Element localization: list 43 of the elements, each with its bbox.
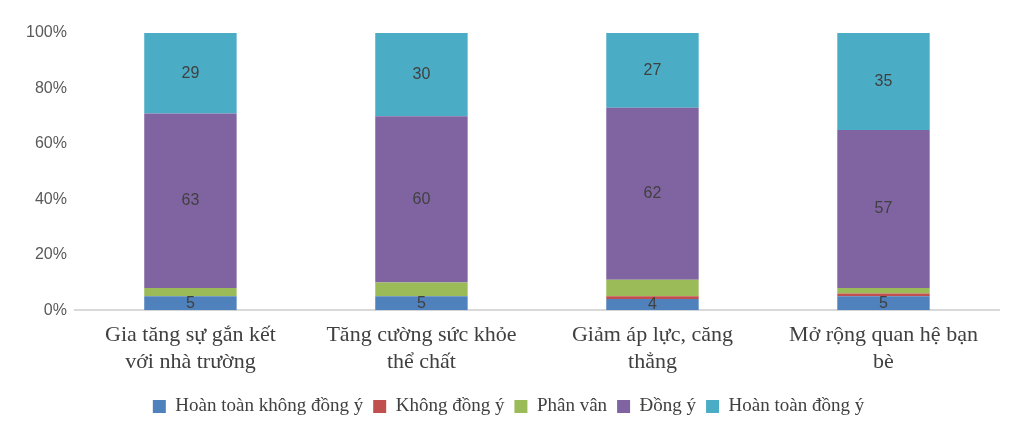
- data-label: 60: [412, 189, 431, 207]
- data-label: 62: [643, 184, 662, 202]
- x-tick-label: Mở rộng quan hệ bạn bè: [789, 321, 978, 373]
- data-label: 4: [648, 295, 658, 313]
- data-label: 35: [874, 71, 893, 89]
- bar: [837, 288, 930, 294]
- legend-label: Hoàn toàn không đồng ý: [175, 394, 364, 416]
- y-tick-label: 80%: [34, 78, 67, 96]
- data-label: 29: [181, 63, 200, 81]
- bar: [144, 113, 237, 289]
- x-tick-label: Gia tăng sự gắn kết với nhà trường: [105, 321, 276, 373]
- bar: [606, 107, 699, 280]
- bar: [375, 282, 468, 297]
- bar: [606, 279, 699, 297]
- bar: [606, 33, 699, 108]
- data-label: 5: [417, 293, 426, 311]
- data-label: 5: [879, 293, 889, 311]
- data-label: 27: [643, 60, 662, 78]
- x-tick-label: Giảm áp lực, căng thẳng: [571, 321, 733, 373]
- data-label: 63: [181, 191, 200, 209]
- bar: [144, 288, 237, 297]
- legend-label: Hoàn toàn đồng ý: [728, 394, 865, 416]
- x-tick-label: Tăng cường sức khỏe thể chất: [326, 321, 517, 373]
- bar: [144, 33, 237, 114]
- data-label: 5: [185, 293, 195, 311]
- legend-label: Không đồng ý: [395, 394, 505, 416]
- bar: [837, 296, 930, 311]
- bar: [837, 130, 930, 289]
- bar: [375, 33, 468, 117]
- y-tick-label: 0%: [43, 300, 67, 318]
- bar: [144, 296, 237, 311]
- y-tick-label: 100%: [26, 23, 67, 41]
- legend-label: Đồng ý: [639, 394, 697, 416]
- data-label: 30: [412, 64, 431, 82]
- legend-label: Phân vân: [536, 394, 608, 416]
- data-label: 57: [874, 199, 893, 217]
- bar: [837, 33, 930, 131]
- bar: [606, 299, 699, 311]
- y-tick-label: 20%: [34, 245, 67, 263]
- y-tick-label: 60%: [34, 134, 67, 152]
- y-tick-label: 40%: [34, 189, 67, 207]
- bar: [375, 296, 468, 311]
- bar: [375, 116, 468, 283]
